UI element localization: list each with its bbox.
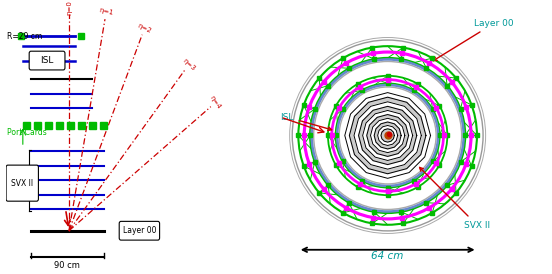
FancyBboxPatch shape: [6, 165, 39, 201]
Text: SVX II: SVX II: [11, 179, 33, 188]
Text: ISL: ISL: [280, 113, 332, 130]
Text: R=29 cm: R=29 cm: [7, 32, 42, 41]
Bar: [100, 122, 107, 129]
Polygon shape: [367, 115, 408, 156]
Text: η=0: η=0: [66, 0, 72, 15]
Bar: [23, 122, 30, 129]
Text: 64 cm: 64 cm: [371, 251, 404, 261]
Polygon shape: [345, 93, 431, 178]
Bar: [45, 122, 52, 129]
Bar: [56, 122, 63, 129]
Text: η=2: η=2: [137, 22, 152, 34]
Bar: [67, 122, 74, 129]
Polygon shape: [363, 110, 413, 161]
Polygon shape: [374, 122, 401, 149]
Polygon shape: [378, 125, 397, 145]
Text: Layer 00: Layer 00: [433, 19, 514, 61]
Text: Layer 00: Layer 00: [123, 226, 156, 235]
Text: SVX II: SVX II: [420, 167, 490, 230]
Polygon shape: [370, 118, 405, 153]
FancyBboxPatch shape: [119, 221, 160, 240]
Text: Port Cards: Port Cards: [7, 128, 46, 137]
Text: η=3: η=3: [181, 58, 197, 72]
Bar: [89, 122, 96, 129]
Bar: [34, 122, 41, 129]
Text: η=1: η=1: [98, 8, 114, 16]
Polygon shape: [381, 129, 394, 142]
Polygon shape: [354, 102, 421, 169]
Polygon shape: [359, 106, 417, 165]
Text: 90 cm: 90 cm: [54, 261, 80, 270]
Text: ISL: ISL: [40, 56, 54, 65]
Text: η=4: η=4: [209, 95, 222, 110]
FancyBboxPatch shape: [29, 51, 65, 70]
Bar: [78, 122, 85, 129]
Polygon shape: [349, 97, 426, 174]
